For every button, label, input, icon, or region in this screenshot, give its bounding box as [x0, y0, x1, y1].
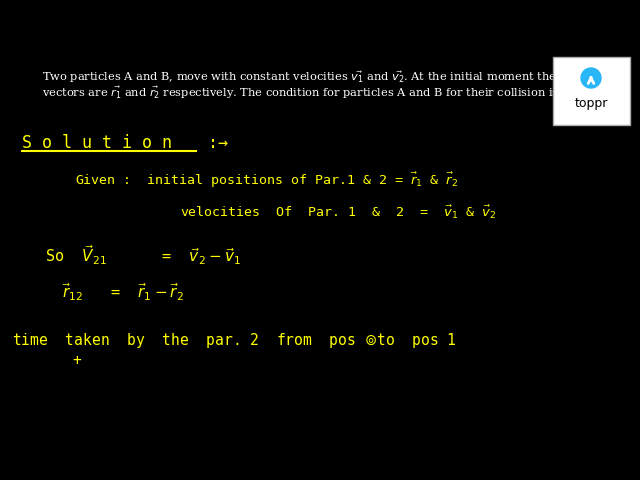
Text: toppr: toppr [574, 96, 608, 109]
Text: $\vec{r}_{12}$   =  $\vec{r}_1 - \vec{r}_2$: $\vec{r}_{12}$ = $\vec{r}_1 - \vec{r}_2$ [62, 281, 184, 303]
Text: +: + [72, 352, 81, 368]
Text: velocities  Of  Par. 1  &  2  =  $\vec{v}_1$ & $\vec{v}_2$: velocities Of Par. 1 & 2 = $\vec{v}_1$ &… [180, 203, 496, 221]
FancyBboxPatch shape [553, 57, 630, 125]
Text: Given :  initial positions of Par.1 & 2 = $\vec{r}_1$ & $\vec{r}_2$: Given : initial positions of Par.1 & 2 =… [75, 170, 458, 190]
Text: :→: :→ [198, 134, 228, 152]
Text: Two particles A and B, move with constant velocities $\vec{v_1}$ and $\vec{v_2}$: Two particles A and B, move with constan… [42, 69, 616, 85]
Text: vectors are $\vec{r_1}$ and $\vec{r_2}$ respectively. The condition for particle: vectors are $\vec{r_1}$ and $\vec{r_2}$ … [42, 84, 563, 101]
Circle shape [581, 68, 601, 88]
Text: time  taken  by  the  par. 2  from  pos $\circledcirc$to  pos 1: time taken by the par. 2 from pos $\circ… [12, 331, 457, 349]
Text: So  $\vec{V}_{21}$      =  $\vec{v}_2 - \vec{v}_1$: So $\vec{V}_{21}$ = $\vec{v}_2 - \vec{v}… [45, 243, 241, 267]
Text: S o l u t i o n: S o l u t i o n [22, 134, 172, 152]
